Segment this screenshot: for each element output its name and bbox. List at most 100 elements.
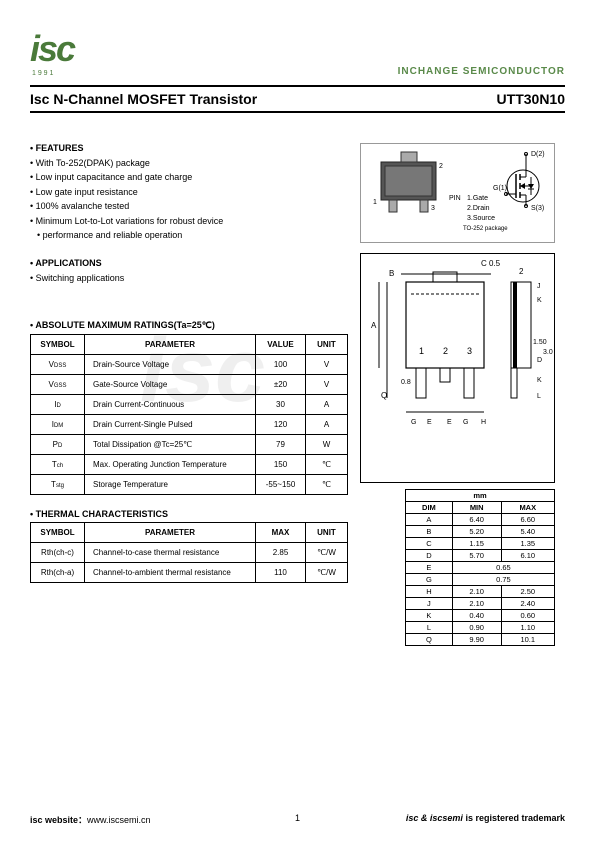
cell-sym: VGSS xyxy=(31,374,85,394)
col-value: VALUE xyxy=(256,334,306,354)
svg-text:PIN: PIN xyxy=(449,195,461,202)
table-row: TstgStorage Temperature-55~150℃ xyxy=(31,474,348,494)
col-dim: DIM xyxy=(406,502,453,514)
cell-param: Gate-Source Voltage xyxy=(85,374,256,394)
col-symbol: SYMBOL xyxy=(31,522,85,542)
svg-text:2: 2 xyxy=(519,267,524,276)
cell-val: 120 xyxy=(256,414,306,434)
features-heading: • FEATURES xyxy=(30,143,348,153)
svg-text:A: A xyxy=(371,321,377,330)
table-header-row: DIM MIN MAX xyxy=(406,502,555,514)
svg-text:K: K xyxy=(537,377,542,384)
cell-val: 110 xyxy=(256,562,306,582)
svg-text:E: E xyxy=(427,419,432,426)
table-row: PDTotal Dissipation @Tc=25℃79W xyxy=(31,434,348,454)
svg-text:B: B xyxy=(389,269,394,278)
table-row: K0.400.60 xyxy=(406,610,555,622)
table-row: E0.65 xyxy=(406,562,555,574)
brand-name: INCHANGE SEMICONDUCTOR xyxy=(398,66,565,77)
table-row: A6.406.60 xyxy=(406,514,555,526)
svg-text:D(2): D(2) xyxy=(531,151,545,158)
col-parameter: PARAMETER xyxy=(85,334,256,354)
table-row: L0.901.10 xyxy=(406,622,555,634)
page-number: 1 xyxy=(295,813,300,823)
cell-unit: ℃ xyxy=(306,474,348,494)
svg-text:C 0.5: C 0.5 xyxy=(481,259,501,268)
footer-left: isc website：www.iscsemi.cn xyxy=(30,813,151,826)
table-row: C1.151.35 xyxy=(406,538,555,550)
page-footer: isc website：www.iscsemi.cn 1 isc & iscse… xyxy=(30,813,565,826)
svg-text:3: 3 xyxy=(467,346,472,356)
dim-unit: mm xyxy=(406,490,555,502)
applications-heading: • APPLICATIONS xyxy=(30,258,348,268)
svg-text:D: D xyxy=(537,357,542,364)
svg-text:TO-252 package: TO-252 package xyxy=(463,226,508,232)
cell-unit: ℃/W xyxy=(306,542,348,562)
svg-text:J: J xyxy=(537,283,541,290)
logo: isc 1 9 9 1 xyxy=(30,28,74,77)
cell-unit: V xyxy=(306,354,348,374)
cell-unit: A xyxy=(306,394,348,414)
package-svg: 1 2 3 PIN 1.Gate 2.Drain 3.Source TO-252… xyxy=(361,144,556,244)
cell-val: ±20 xyxy=(256,374,306,394)
mech-svg: C 0.5 B 1 2 3 0.8 A Q xyxy=(361,254,556,484)
table-row: TchMax. Operating Junction Temperature15… xyxy=(31,454,348,474)
cell-sym: VDSS xyxy=(31,354,85,374)
svg-text:G(1): G(1) xyxy=(493,185,507,192)
svg-text:1.50: 1.50 xyxy=(533,339,547,346)
col-max: MAX xyxy=(501,502,554,514)
svg-text:H: H xyxy=(481,419,486,426)
svg-text:G: G xyxy=(463,419,468,426)
cell-sym: Rth(ch-a) xyxy=(31,562,85,582)
cell-sym: Rth(ch-c) xyxy=(31,542,85,562)
cell-unit: V xyxy=(306,374,348,394)
cell-sym: Tstg xyxy=(31,474,85,494)
feature-item: Low input capacitance and gate charge xyxy=(30,170,348,184)
cell-unit: A xyxy=(306,414,348,434)
feature-item: Minimum Lot-to-Lot variations for robust… xyxy=(30,214,348,228)
svg-text:K: K xyxy=(537,297,542,304)
svg-text:1.Gate: 1.Gate xyxy=(467,195,488,202)
cell-val: 2.85 xyxy=(256,542,306,562)
cell-val: 30 xyxy=(256,394,306,414)
svg-text:0.8: 0.8 xyxy=(401,379,411,386)
svg-text:1: 1 xyxy=(419,346,424,356)
cell-sym: PD xyxy=(31,434,85,454)
table-header-row: SYMBOL PARAMETER VALUE UNIT xyxy=(31,334,348,354)
col-max: MAX xyxy=(256,522,306,542)
cell-val: -55~150 xyxy=(256,474,306,494)
mechanical-drawing: C 0.5 B 1 2 3 0.8 A Q xyxy=(360,253,555,483)
cell-unit: W xyxy=(306,434,348,454)
doc-title: Isc N-Channel MOSFET Transistor xyxy=(30,91,257,107)
logo-year: 1 9 9 1 xyxy=(32,70,74,77)
cell-param: Drain-Source Voltage xyxy=(85,354,256,374)
cell-param: Drain Current-Continuous xyxy=(85,394,256,414)
table-header-row: SYMBOL PARAMETER MAX UNIT xyxy=(31,522,348,542)
col-unit: UNIT xyxy=(306,334,348,354)
table-row: H2.102.50 xyxy=(406,586,555,598)
svg-text:Q: Q xyxy=(381,391,387,400)
footer-right: isc & iscsemi is registered trademark xyxy=(406,813,565,826)
feature-item: With To-252(DPAK) package xyxy=(30,156,348,170)
cell-val: 100 xyxy=(256,354,306,374)
table-row: IDMDrain Current-Single Pulsed120A xyxy=(31,414,348,434)
cell-sym: IDM xyxy=(31,414,85,434)
features-list: With To-252(DPAK) package Low input capa… xyxy=(30,156,348,242)
cell-val: 79 xyxy=(256,434,306,454)
svg-text:3.0: 3.0 xyxy=(543,349,553,356)
table-row: G0.75 xyxy=(406,574,555,586)
table-row: VDSSDrain-Source Voltage100V xyxy=(31,354,348,374)
page-header: isc 1 9 9 1 INCHANGE SEMICONDUCTOR xyxy=(30,28,565,77)
table-row: D5.706.10 xyxy=(406,550,555,562)
feature-item: Low gate input resistance xyxy=(30,185,348,199)
right-column: 1 2 3 PIN 1.Gate 2.Drain 3.Source TO-252… xyxy=(360,143,555,660)
table-row: J2.102.40 xyxy=(406,598,555,610)
cell-param: Channel-to-case thermal resistance xyxy=(85,542,256,562)
cell-sym: ID xyxy=(31,394,85,414)
table-row: VGSSGate-Source Voltage±20V xyxy=(31,374,348,394)
cell-unit: ℃/W xyxy=(306,562,348,582)
cell-unit: ℃ xyxy=(306,454,348,474)
cell-param: Max. Operating Junction Temperature xyxy=(85,454,256,474)
col-min: MIN xyxy=(452,502,501,514)
abs-max-heading: • ABSOLUTE MAXIMUM RATINGS(Ta=25℃) xyxy=(30,320,348,331)
